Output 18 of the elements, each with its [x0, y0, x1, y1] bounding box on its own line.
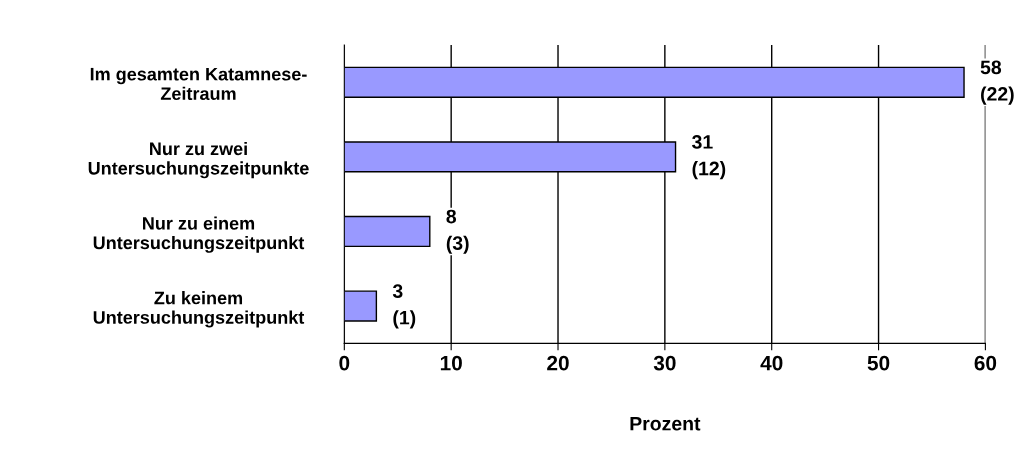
data-label: 8 (3): [446, 209, 469, 254]
y-tick-label: Im gesamten Katamnese- Zeitraum: [90, 67, 307, 101]
x-tick-label: 20: [547, 355, 569, 371]
data-label: 3 (1): [392, 284, 416, 329]
bar: [344, 215, 431, 248]
x-tick-label: 10: [440, 355, 462, 371]
data-label: 31 (12): [692, 135, 726, 180]
data-label: 58 (22): [980, 60, 1014, 105]
y-tick-label: Zu keinem Untersuchungszeitpunkt: [93, 291, 305, 328]
x-tick-label: 60: [974, 355, 997, 371]
x-tick-label: 0: [339, 355, 350, 371]
x-tick-label: 40: [760, 355, 783, 371]
x-axis-title: Prozent: [630, 416, 701, 431]
y-tick-label: Nur zu einem Untersuchungszeitpunkt: [93, 216, 305, 253]
bar: [344, 290, 378, 322]
y-tick-label: Nur zu zwei Untersuchungszeitpunkte: [88, 141, 309, 179]
x-tick-label: 50: [867, 355, 890, 371]
x-tick-label: 30: [653, 355, 676, 371]
